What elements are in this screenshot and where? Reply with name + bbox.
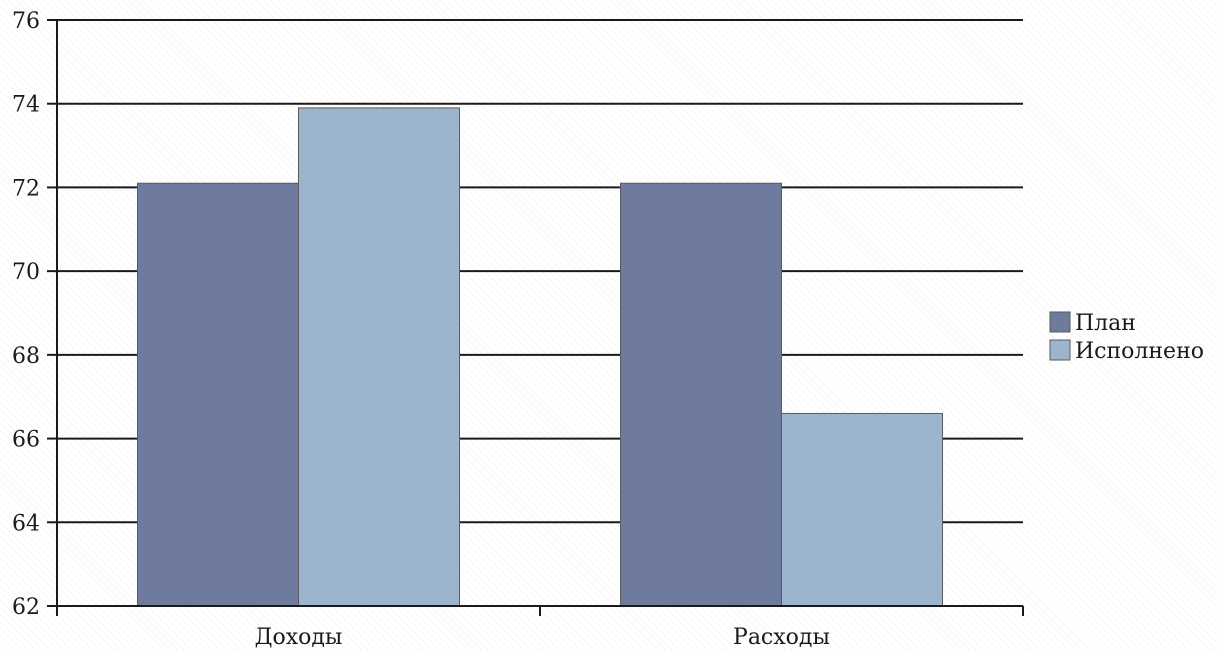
x-category-label: Доходы	[255, 625, 343, 650]
y-tick-label: 74	[12, 93, 40, 118]
x-category-label: Расходы	[733, 625, 830, 650]
y-tick-label: 64	[12, 511, 40, 536]
y-tick-label: 62	[12, 595, 40, 620]
y-tick-label: 72	[12, 176, 40, 201]
y-axis: 62 64 66 68 70 72 74 76	[12, 9, 58, 620]
legend-swatch	[1049, 311, 1071, 333]
y-tick-label: 76	[12, 9, 40, 34]
y-tick-label: 66	[12, 428, 40, 453]
legend-label: План	[1075, 311, 1136, 336]
bars	[137, 107, 943, 607]
bar-executed-0	[298, 107, 460, 607]
y-tick-label: 68	[12, 344, 40, 369]
legend-swatch	[1049, 339, 1071, 361]
legend: План Исполнено	[1049, 311, 1204, 364]
bar-executed-1	[781, 412, 943, 607]
x-axis: Доходы Расходы	[56, 605, 1024, 650]
bar-plan-0	[137, 182, 299, 607]
legend-label: Исполнено	[1075, 339, 1204, 364]
bar-plan-1	[620, 182, 782, 607]
y-tick-label: 70	[12, 260, 40, 285]
